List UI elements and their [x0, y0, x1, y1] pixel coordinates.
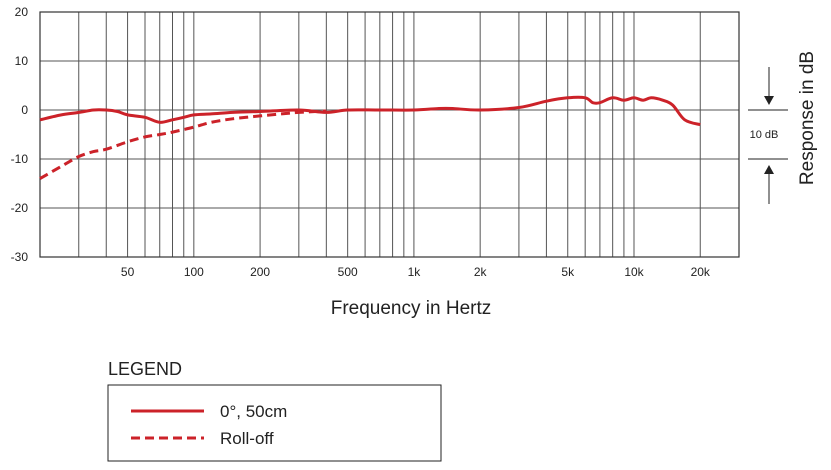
x-tick-label: 100: [184, 265, 204, 279]
y-tick-label: -10: [11, 152, 29, 166]
x-tick-label: 50: [121, 265, 135, 279]
x-axis-label: Frequency in Hertz: [331, 298, 492, 319]
legend-label-series-2: Roll-off: [220, 429, 274, 448]
series-line-dashed: [39, 109, 327, 180]
legend-box: [107, 384, 442, 462]
legend: LEGEND 0°, 50cm Roll-off: [107, 359, 442, 462]
y-tick-label: 10: [15, 54, 29, 68]
y-tick-label: 20: [15, 5, 29, 19]
series-line-solid: [39, 95, 701, 127]
scale-reference-label: 10 dB: [750, 129, 779, 141]
series-lines: [39, 95, 701, 180]
plot-frame: [39, 11, 740, 258]
legend-label-series-1: 0°, 50cm: [220, 402, 287, 421]
plot-grid: [39, 11, 740, 258]
y-tick-label: -20: [11, 201, 29, 215]
x-tick-label: 1k: [408, 265, 422, 279]
x-tick-label: 200: [250, 265, 270, 279]
y-axis-label: Response in dB: [797, 51, 818, 185]
x-axis-ticks: 50 100 200 500 1k 2k 5k 10k 20k: [121, 265, 711, 279]
legend-title: LEGEND: [108, 359, 182, 379]
up-arrow-icon: [764, 165, 774, 174]
down-arrow-icon: [764, 96, 774, 105]
y-axis-ticks: 20 10 0 -10 -20 -30: [11, 5, 29, 264]
x-tick-label: 2k: [474, 265, 488, 279]
scale-reference-marker: 10 dB: [748, 67, 788, 204]
x-tick-label: 10k: [624, 265, 644, 279]
x-tick-label: 500: [338, 265, 358, 279]
x-tick-label: 20k: [691, 265, 711, 279]
y-tick-label: 0: [21, 103, 28, 117]
x-tick-label: 5k: [561, 265, 575, 279]
y-tick-label: -30: [11, 250, 29, 264]
